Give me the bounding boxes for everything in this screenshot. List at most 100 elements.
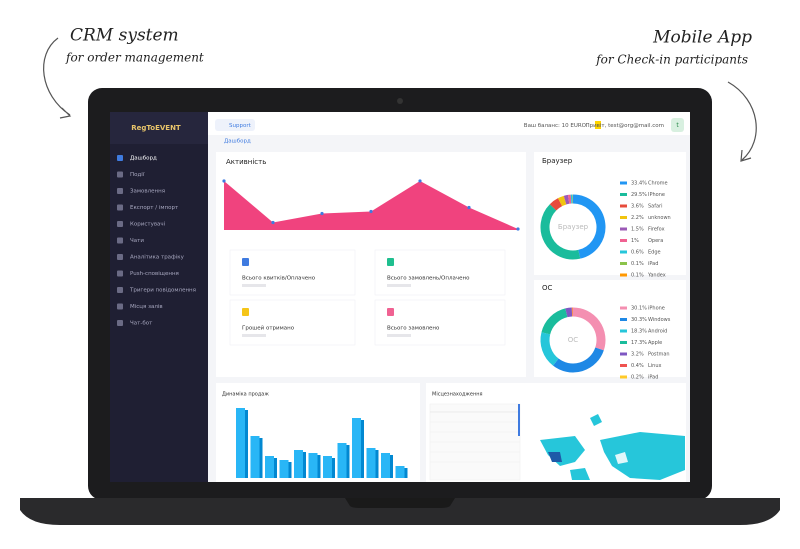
camera xyxy=(397,98,403,104)
user: Привіт, test@org@mail.com xyxy=(585,123,664,129)
donut-segment xyxy=(572,307,606,351)
stat-label: Грошей отримано xyxy=(242,325,295,332)
donut-segment xyxy=(540,204,581,260)
sales-bar xyxy=(381,453,390,478)
sales-bar xyxy=(265,456,274,478)
menu-icon xyxy=(117,155,123,161)
legend-name: Apple xyxy=(648,340,662,346)
avatar-letter: t xyxy=(676,122,679,129)
legend-swatch xyxy=(620,216,627,219)
legend-value: 3.6% xyxy=(631,204,644,210)
sales-bar-side xyxy=(245,410,248,478)
menu-icon xyxy=(117,188,123,194)
sales-bar-side xyxy=(390,455,393,478)
donut-segment xyxy=(565,307,573,318)
legend-name: iPad xyxy=(648,261,658,267)
location-table xyxy=(429,403,521,481)
sales-bar xyxy=(395,466,405,478)
legend-name: Windows xyxy=(648,317,671,323)
menu-item[interactable]: Аналітика трафіку xyxy=(130,255,185,261)
sales-bar-side xyxy=(404,468,408,478)
breadcrumb[interactable]: Дашборд xyxy=(224,139,251,145)
legend-value: 3.2% xyxy=(631,352,644,358)
legend-swatch xyxy=(620,204,627,208)
world-map xyxy=(540,414,685,480)
stat-box xyxy=(374,299,506,346)
legend-swatch xyxy=(620,306,627,310)
activity-point xyxy=(467,205,471,210)
legend-swatch xyxy=(620,262,627,265)
sidebar xyxy=(110,112,208,482)
legend-swatch xyxy=(620,250,627,254)
map-region xyxy=(615,452,628,464)
sales-bar-side xyxy=(303,452,306,478)
menu-item[interactable]: Чати xyxy=(130,238,144,244)
stat-value-placeholder xyxy=(242,334,266,337)
donut-segment xyxy=(549,198,563,211)
activity-point xyxy=(418,179,422,183)
activity-point xyxy=(222,179,226,183)
sales-bar-side xyxy=(259,438,263,478)
stat-value-placeholder xyxy=(387,284,411,287)
map-region xyxy=(570,468,590,480)
legend-swatch xyxy=(620,193,627,196)
donut-segment xyxy=(540,332,559,366)
annotation-subtitle: for order management xyxy=(65,51,204,65)
legend-value: 0.1% xyxy=(631,273,644,279)
sales-bar-side xyxy=(317,455,321,478)
menu-item[interactable]: Замовлення xyxy=(130,189,165,195)
arrow xyxy=(43,37,72,119)
legend-swatch xyxy=(620,352,627,356)
menu-item[interactable]: Push-сповіщення xyxy=(130,271,179,277)
activity-area xyxy=(224,181,518,230)
menu-item[interactable]: Чат-бот xyxy=(130,321,153,327)
sales-bar xyxy=(308,453,318,478)
sales-bar xyxy=(337,443,347,478)
menu-item[interactable]: Події xyxy=(130,172,145,178)
stat-value-placeholder xyxy=(387,334,411,337)
menu-item[interactable]: Дашборд xyxy=(130,156,157,162)
sales-bar xyxy=(279,460,289,478)
stat-box xyxy=(229,299,356,346)
menu-item[interactable]: Тригери повідомлення xyxy=(129,288,196,294)
donut-center: Браузер xyxy=(558,223,589,231)
annotation-title: CRM system xyxy=(70,26,179,46)
legend-name: Android xyxy=(648,329,667,335)
menu-icon xyxy=(117,204,123,211)
support-label: Support xyxy=(229,123,252,129)
legend-name: unknown xyxy=(648,215,671,221)
activity-point xyxy=(369,209,373,214)
activity-point xyxy=(271,220,275,225)
legend-swatch xyxy=(620,239,627,242)
legend-swatch xyxy=(620,364,627,367)
legend-swatch xyxy=(620,181,627,185)
legend-value: 33.4% xyxy=(631,181,647,187)
sales-bar-side xyxy=(288,462,292,478)
map-region xyxy=(590,414,602,426)
legend-swatch xyxy=(620,227,627,231)
legend-value: 30.3% xyxy=(631,317,647,323)
legend-name: iPhone xyxy=(648,306,665,312)
stat-icon xyxy=(387,258,394,266)
laptop-base xyxy=(20,498,780,525)
laptop-notch xyxy=(345,498,455,508)
support-button[interactable] xyxy=(215,119,255,131)
stat-value-placeholder xyxy=(242,284,266,287)
menu-item[interactable]: Користувачі xyxy=(130,222,166,228)
donut-segment xyxy=(557,195,567,207)
avatar[interactable] xyxy=(671,118,684,132)
activity-point xyxy=(516,227,520,231)
menu-item[interactable]: Місця залів xyxy=(130,304,163,310)
arrow xyxy=(727,81,757,162)
legend-value: 0.2% xyxy=(631,375,644,381)
annotation-subtitle: for Check-in participants xyxy=(595,53,748,67)
stat-label: Всього замовлено xyxy=(387,326,440,332)
menu-item[interactable]: Експорт / імпорт xyxy=(130,205,179,211)
annotation-title: Mobile App xyxy=(652,28,752,48)
legend-value: 1.5% xyxy=(631,227,644,233)
sales-bar-side xyxy=(375,450,379,478)
sales-bar xyxy=(250,436,260,478)
card-title: Динаміка продаж xyxy=(222,392,269,398)
legend-value: 17.3% xyxy=(631,340,647,346)
